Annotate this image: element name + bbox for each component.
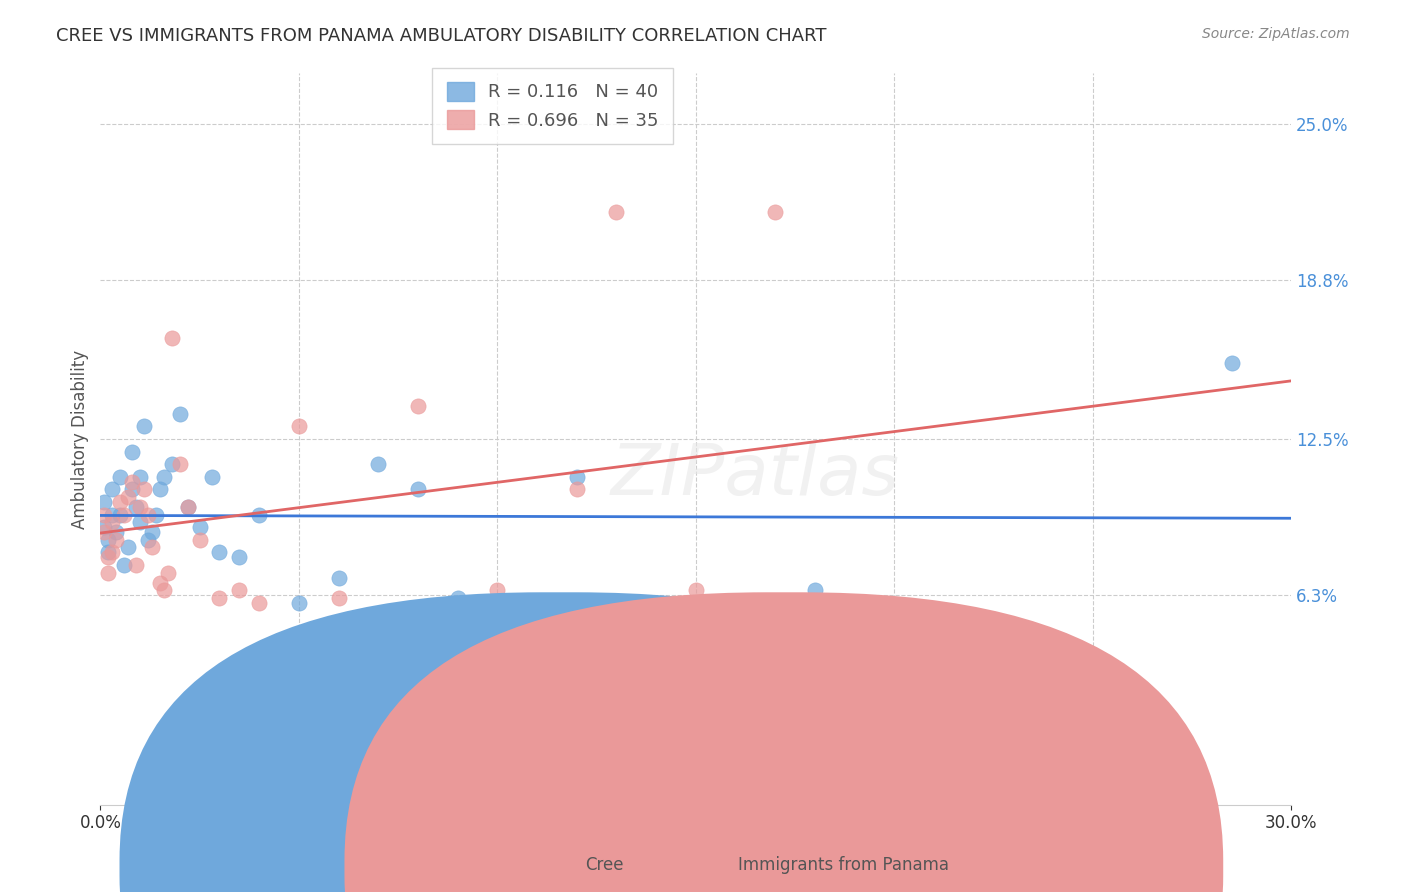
Point bbox=[108, 470, 131, 484]
Point bbox=[132, 419, 155, 434]
Point bbox=[169, 407, 191, 421]
Point bbox=[883, 621, 905, 635]
Point bbox=[685, 583, 707, 598]
Point bbox=[804, 583, 827, 598]
Point bbox=[125, 558, 148, 572]
Point bbox=[141, 525, 163, 540]
Point bbox=[153, 583, 176, 598]
Legend: R = 0.116   N = 40, R = 0.696   N = 35: R = 0.116 N = 40, R = 0.696 N = 35 bbox=[433, 68, 673, 145]
Point bbox=[112, 558, 135, 572]
Point bbox=[200, 470, 222, 484]
Point bbox=[188, 533, 211, 547]
Point bbox=[288, 596, 311, 610]
Point bbox=[160, 457, 183, 471]
Point bbox=[101, 483, 124, 497]
Text: Cree: Cree bbox=[585, 856, 624, 874]
Point bbox=[129, 515, 152, 529]
Point bbox=[156, 566, 179, 580]
Point bbox=[160, 331, 183, 345]
Point bbox=[108, 495, 131, 509]
Point bbox=[93, 508, 115, 522]
Point bbox=[93, 520, 115, 534]
Point bbox=[188, 520, 211, 534]
Point bbox=[149, 483, 172, 497]
Point bbox=[93, 525, 115, 540]
Point bbox=[117, 541, 139, 555]
Point bbox=[149, 575, 172, 590]
Point bbox=[228, 550, 250, 565]
Point bbox=[125, 500, 148, 514]
Point bbox=[153, 470, 176, 484]
Point bbox=[97, 550, 120, 565]
Point bbox=[247, 596, 270, 610]
Point bbox=[169, 457, 191, 471]
Point bbox=[97, 533, 120, 547]
Point bbox=[101, 515, 124, 529]
Point bbox=[97, 545, 120, 559]
Point bbox=[129, 470, 152, 484]
Point bbox=[136, 508, 159, 522]
Point bbox=[105, 533, 128, 547]
Point bbox=[145, 508, 167, 522]
Point bbox=[121, 475, 143, 489]
Point bbox=[176, 500, 198, 514]
Point bbox=[565, 470, 588, 484]
Point bbox=[105, 525, 128, 540]
Point bbox=[565, 483, 588, 497]
Point bbox=[97, 566, 120, 580]
Text: Immigrants from Panama: Immigrants from Panama bbox=[738, 856, 949, 874]
Point bbox=[117, 490, 139, 504]
Text: Source: ZipAtlas.com: Source: ZipAtlas.com bbox=[1202, 27, 1350, 41]
Point bbox=[328, 591, 350, 605]
Point bbox=[208, 591, 231, 605]
Point bbox=[685, 633, 707, 648]
Point bbox=[228, 583, 250, 598]
Point bbox=[121, 483, 143, 497]
Point bbox=[176, 500, 198, 514]
Point bbox=[129, 500, 152, 514]
Point bbox=[406, 483, 429, 497]
Point bbox=[288, 419, 311, 434]
Text: CREE VS IMMIGRANTS FROM PANAMA AMBULATORY DISABILITY CORRELATION CHART: CREE VS IMMIGRANTS FROM PANAMA AMBULATOR… bbox=[56, 27, 827, 45]
Text: ZIPatlas: ZIPatlas bbox=[610, 441, 900, 510]
Point bbox=[121, 444, 143, 458]
Point bbox=[101, 508, 124, 522]
Point bbox=[93, 495, 115, 509]
Point bbox=[141, 541, 163, 555]
Point bbox=[605, 205, 627, 219]
Point bbox=[108, 508, 131, 522]
Point bbox=[406, 399, 429, 413]
Point bbox=[1220, 356, 1243, 370]
Point bbox=[101, 545, 124, 559]
Point bbox=[486, 621, 509, 635]
Point bbox=[367, 457, 389, 471]
Point bbox=[486, 583, 509, 598]
Point bbox=[112, 508, 135, 522]
Point bbox=[247, 508, 270, 522]
Point bbox=[763, 205, 786, 219]
Point bbox=[132, 483, 155, 497]
Y-axis label: Ambulatory Disability: Ambulatory Disability bbox=[72, 350, 89, 529]
Point bbox=[328, 571, 350, 585]
Point bbox=[136, 533, 159, 547]
Point bbox=[446, 591, 468, 605]
Point bbox=[208, 545, 231, 559]
